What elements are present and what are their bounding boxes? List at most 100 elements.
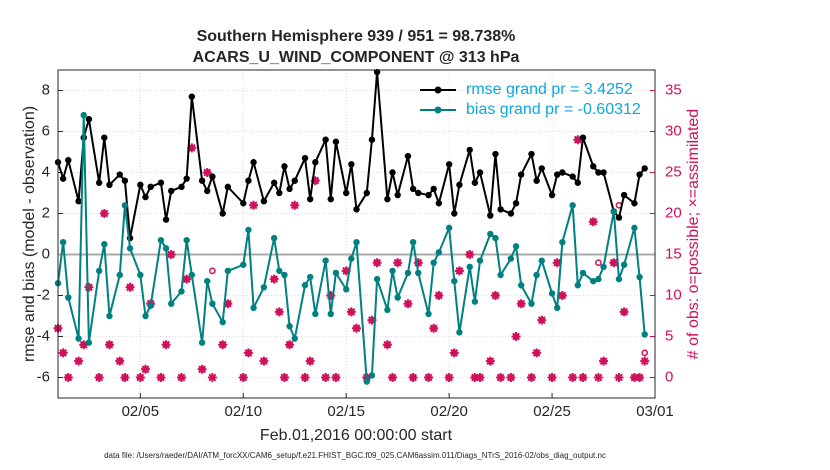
y-tick-label: 2 — [42, 204, 50, 221]
data-point — [312, 159, 319, 166]
data-point — [641, 165, 648, 172]
data-point — [116, 171, 123, 178]
obs-assimilated — [454, 266, 464, 276]
data-point — [512, 200, 520, 207]
data-point — [142, 193, 149, 201]
data-point — [209, 173, 216, 180]
obs-assimilated — [274, 307, 284, 317]
data-point — [183, 175, 190, 182]
obs-assimilated — [279, 373, 289, 382]
data-point — [559, 169, 566, 176]
obs-assimilated — [434, 291, 444, 300]
obs-assimilated — [388, 373, 398, 382]
data-point — [569, 202, 576, 209]
y-tick-label: 0 — [42, 245, 50, 262]
data-point — [430, 185, 437, 193]
data-point — [204, 277, 211, 285]
data-point — [348, 161, 355, 168]
data-point — [306, 273, 314, 281]
legend-marker — [434, 106, 442, 114]
obs-assimilated — [202, 168, 212, 177]
obs-assimilated — [269, 274, 279, 284]
obs-assimilated — [552, 258, 562, 268]
data-point — [332, 269, 340, 277]
data-point — [471, 298, 479, 305]
data-point — [301, 154, 309, 162]
obs-assimilated — [619, 307, 629, 317]
obs-assimilated — [177, 373, 187, 382]
obs-assimilated — [367, 315, 377, 325]
data-point — [517, 171, 525, 178]
data-point — [373, 275, 381, 283]
data-point — [538, 257, 545, 264]
data-point — [276, 267, 283, 275]
obs-assimilated — [74, 356, 84, 366]
data-point — [631, 200, 638, 207]
data-point — [85, 339, 93, 346]
obs-assimilated — [84, 282, 94, 292]
data-point — [322, 257, 329, 264]
x-tick-label: 02/25 — [533, 403, 571, 420]
data-point — [574, 179, 582, 186]
obs-assimilated — [249, 200, 259, 210]
obs-assimilated — [640, 356, 650, 366]
data-point — [142, 312, 149, 320]
data-point — [183, 236, 190, 244]
data-point — [579, 134, 587, 141]
obs-assimilated — [506, 373, 516, 382]
data-point — [95, 179, 103, 186]
y2-tick-label: 35 — [665, 81, 682, 98]
data-point — [168, 187, 175, 195]
data-point — [476, 257, 484, 264]
obs-assimilated — [207, 373, 217, 382]
data-point — [312, 310, 319, 318]
obs-assimilated — [578, 373, 588, 382]
data-point — [286, 323, 293, 330]
obs-assimilated — [537, 315, 547, 325]
data-point — [579, 269, 587, 277]
data-point — [168, 300, 175, 307]
data-point — [353, 239, 360, 246]
data-point — [162, 216, 170, 223]
data-point — [600, 263, 607, 270]
data-point — [389, 169, 396, 176]
obs-assimilated — [331, 373, 341, 382]
data-point — [512, 243, 520, 250]
data-point — [492, 234, 499, 242]
data-point — [528, 300, 535, 307]
y-tick-label: 6 — [42, 122, 50, 139]
data-point — [59, 239, 67, 246]
data-point — [363, 378, 370, 385]
data-point — [538, 165, 545, 172]
obs-possible — [209, 267, 216, 275]
obs-assimilated — [197, 364, 207, 374]
obs-assimilated — [485, 356, 495, 366]
data-point — [101, 134, 108, 141]
obs-assimilated — [547, 373, 557, 382]
data-point — [348, 255, 355, 262]
data-point — [276, 189, 283, 197]
obs-assimilated — [94, 373, 104, 382]
obs-assimilated — [305, 356, 315, 366]
obs-assimilated — [573, 135, 583, 145]
obs-assimilated — [290, 200, 300, 210]
obs-assimilated — [120, 373, 130, 382]
footnote: data file: /Users/raeder/DAI/ATM_forcXX/… — [104, 451, 606, 460]
data-point — [384, 306, 391, 314]
obs-assimilated — [161, 340, 171, 350]
obs-assimilated — [63, 373, 73, 382]
series-line — [57, 115, 646, 385]
data-point — [590, 277, 597, 285]
y-axis-label: rmse and bias (model - observation) — [21, 106, 38, 362]
data-point — [75, 198, 82, 205]
data-point — [178, 288, 185, 295]
plot-frame — [57, 69, 656, 399]
x-tick-label: 02/15 — [327, 403, 365, 420]
data-point — [270, 234, 278, 242]
obs-assimilated — [135, 373, 145, 382]
data-point — [240, 261, 247, 268]
obs-assimilated — [532, 348, 542, 358]
data-point — [101, 241, 108, 248]
obs-assimilated — [346, 307, 356, 317]
